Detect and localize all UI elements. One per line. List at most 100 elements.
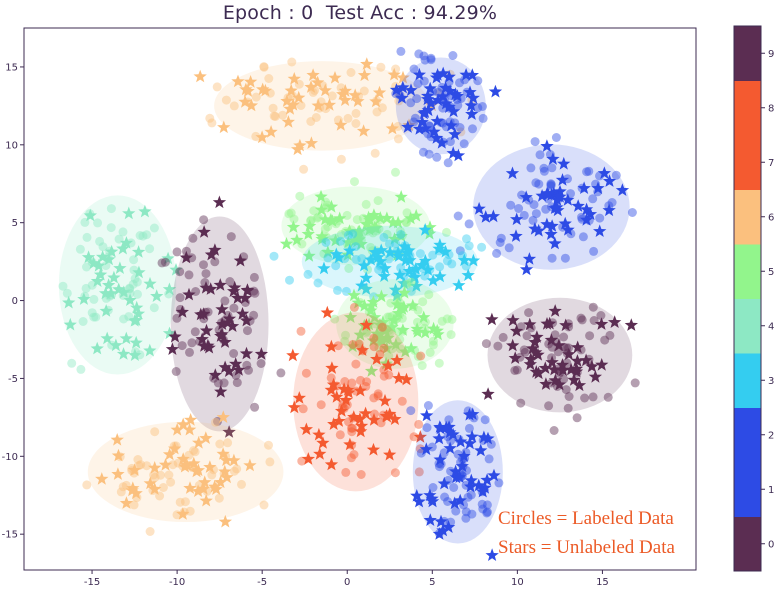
unlabeled-point	[383, 447, 397, 461]
unlabeled-point	[374, 289, 389, 303]
labeled-point	[284, 209, 294, 219]
unlabeled-point	[540, 217, 554, 231]
labeled-point	[481, 339, 491, 349]
unlabeled-point	[351, 94, 365, 107]
labeled-point	[377, 322, 387, 332]
unlabeled-point	[448, 464, 463, 478]
unlabeled-point	[132, 265, 146, 279]
labeled-point	[225, 277, 235, 286]
labeled-point	[251, 131, 261, 141]
unlabeled-point	[544, 227, 558, 240]
unlabeled-point	[381, 358, 395, 372]
labeled-point	[544, 401, 554, 411]
unlabeled-point	[519, 190, 533, 203]
unlabeled-point	[322, 98, 337, 111]
unlabeled-point	[96, 250, 110, 263]
unlabeled-point	[228, 280, 242, 294]
unlabeled-point	[286, 98, 300, 111]
labeled-point	[321, 238, 331, 247]
unlabeled-point	[413, 430, 427, 443]
unlabeled-point	[526, 341, 540, 355]
unlabeled-point	[353, 328, 367, 341]
labeled-point	[250, 402, 260, 412]
unlabeled-point	[105, 244, 119, 258]
labeled-point	[351, 119, 361, 128]
labeled-point	[157, 258, 167, 268]
unlabeled-point	[436, 523, 450, 537]
unlabeled-point	[444, 118, 458, 132]
labeled-point	[160, 257, 170, 267]
unlabeled-point	[86, 256, 101, 270]
unlabeled-point	[522, 252, 537, 265]
labeled-point	[138, 231, 148, 241]
unlabeled-point	[588, 370, 602, 383]
unlabeled-point	[208, 243, 222, 256]
colorbar-tick-label: 4	[768, 321, 774, 332]
labeled-point	[550, 330, 560, 340]
unlabeled-point	[400, 245, 414, 259]
y-tick-label: -5	[8, 374, 18, 385]
labeled-point	[303, 269, 313, 279]
unlabeled-point	[303, 219, 317, 232]
labeled-point	[447, 259, 457, 269]
labeled-point	[373, 196, 383, 206]
labeled-point	[333, 285, 342, 295]
unlabeled-point	[538, 361, 552, 374]
labeled-point	[101, 261, 111, 271]
labeled-point	[546, 180, 556, 190]
labeled-point	[539, 166, 549, 176]
labeled-point	[603, 392, 613, 402]
unlabeled-point	[83, 208, 97, 222]
labeled-point	[313, 212, 323, 222]
unlabeled-point	[572, 378, 587, 392]
unlabeled-point	[409, 279, 424, 292]
colorbar-tick-label: 8	[768, 103, 774, 114]
unlabeled-point	[347, 410, 361, 423]
labeled-point	[409, 117, 419, 127]
unlabeled-point	[397, 276, 411, 290]
unlabeled-point	[62, 295, 76, 309]
unlabeled-point	[162, 447, 177, 461]
labeled-point	[514, 204, 524, 213]
unlabeled-point	[93, 267, 108, 281]
unlabeled-point	[443, 84, 457, 97]
unlabeled-point	[161, 251, 175, 265]
labeled-point	[142, 461, 152, 471]
unlabeled-point	[455, 459, 469, 473]
unlabeled-point	[531, 366, 546, 380]
unlabeled-point	[231, 74, 245, 88]
labeled-point	[286, 208, 296, 218]
labeled-point	[426, 55, 436, 65]
labeled-point	[409, 64, 419, 74]
labeled-point	[135, 231, 145, 240]
labeled-point	[445, 137, 455, 147]
unlabeled-point	[359, 282, 373, 295]
unlabeled-point	[318, 83, 332, 97]
unlabeled-point	[608, 315, 622, 328]
unlabeled-point	[378, 323, 392, 337]
labeled-point	[166, 477, 176, 487]
labeled-point	[264, 440, 273, 450]
unlabeled-point	[477, 430, 491, 444]
labeled-point	[348, 340, 358, 349]
labeled-point	[531, 178, 541, 188]
labeled-point	[223, 438, 233, 448]
labeled-point	[164, 470, 174, 480]
unlabeled-point	[433, 452, 447, 466]
labeled-point	[171, 367, 181, 376]
labeled-point	[213, 416, 222, 426]
labeled-point	[129, 500, 139, 510]
unlabeled-point	[165, 342, 180, 355]
unlabeled-point	[383, 407, 397, 420]
unlabeled-point	[452, 278, 466, 292]
unlabeled-point	[420, 408, 434, 422]
unlabeled-point	[254, 347, 269, 360]
labeled-point	[221, 95, 231, 105]
unlabeled-point	[548, 373, 562, 387]
labeled-point	[391, 167, 400, 177]
labeled-point	[414, 49, 424, 59]
unlabeled-point	[403, 253, 417, 267]
unlabeled-point	[194, 307, 208, 321]
unlabeled-point	[169, 263, 183, 276]
colorbar-segment-6	[734, 189, 761, 245]
